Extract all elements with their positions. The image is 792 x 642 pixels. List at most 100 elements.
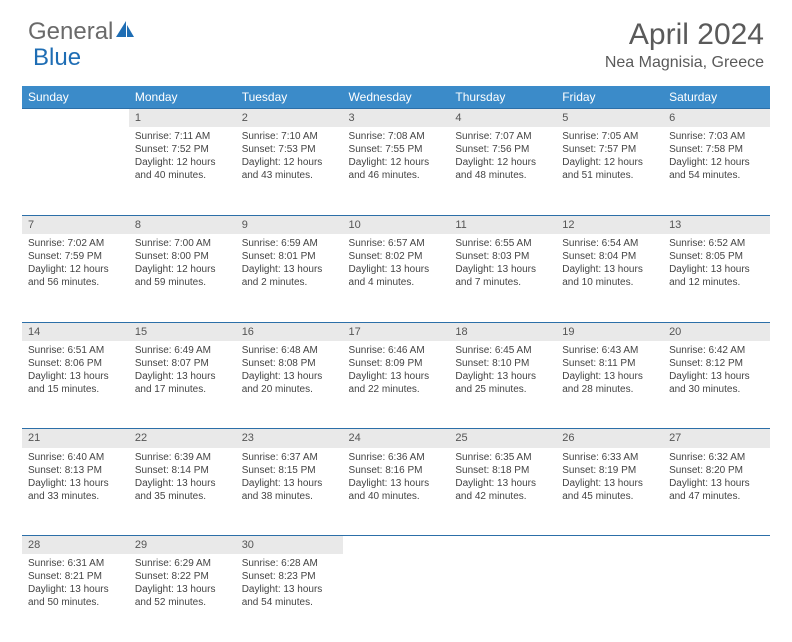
daylight-text: Daylight: 13 hours — [135, 583, 230, 596]
daylight-text: Daylight: 13 hours — [669, 263, 764, 276]
sunrise-text: Sunrise: 6:42 AM — [669, 344, 764, 357]
day-number: 16 — [242, 326, 254, 338]
day-number-cell — [449, 536, 556, 555]
calendar-table: Sunday Monday Tuesday Wednesday Thursday… — [22, 86, 770, 642]
daylight-text: Daylight: 13 hours — [455, 370, 550, 383]
sunrise-text: Sunrise: 7:02 AM — [28, 237, 123, 250]
sunset-text: Sunset: 8:22 PM — [135, 570, 230, 583]
sunrise-text: Sunrise: 6:40 AM — [28, 451, 123, 464]
sunrise-text: Sunrise: 6:43 AM — [562, 344, 657, 357]
sunrise-text: Sunrise: 6:33 AM — [562, 451, 657, 464]
day-details-cell — [556, 554, 663, 642]
logo-sail-icon — [114, 18, 136, 46]
daylight-text: and 20 minutes. — [242, 383, 337, 396]
details-row: Sunrise: 7:11 AMSunset: 7:52 PMDaylight:… — [22, 127, 770, 215]
daylight-text: Daylight: 12 hours — [455, 156, 550, 169]
daylight-text: and 12 minutes. — [669, 276, 764, 289]
day-number-cell: 22 — [129, 429, 236, 448]
sunrise-text: Sunrise: 6:46 AM — [349, 344, 444, 357]
daylight-text: and 45 minutes. — [562, 490, 657, 503]
logo-text-general: General — [28, 18, 113, 46]
daylight-text: and 22 minutes. — [349, 383, 444, 396]
daynum-row: 78910111213 — [22, 215, 770, 234]
daylight-text: and 40 minutes. — [135, 169, 230, 182]
daynum-row: 14151617181920 — [22, 322, 770, 341]
day-number-cell: 24 — [343, 429, 450, 448]
weekday-header: Wednesday — [343, 86, 450, 109]
sunrise-text: Sunrise: 6:35 AM — [455, 451, 550, 464]
day-details-cell: Sunrise: 6:48 AMSunset: 8:08 PMDaylight:… — [236, 341, 343, 429]
daylight-text: and 54 minutes. — [242, 596, 337, 609]
sunset-text: Sunset: 7:53 PM — [242, 143, 337, 156]
daylight-text: Daylight: 13 hours — [28, 370, 123, 383]
day-number: 25 — [455, 432, 467, 444]
day-number: 29 — [135, 539, 147, 551]
day-number: 8 — [135, 219, 141, 231]
day-number-cell — [343, 536, 450, 555]
daylight-text: and 43 minutes. — [242, 169, 337, 182]
day-number-cell: 12 — [556, 215, 663, 234]
logo-text-blue: Blue — [33, 44, 81, 72]
sunrise-text: Sunrise: 7:03 AM — [669, 130, 764, 143]
day-details-cell: Sunrise: 6:32 AMSunset: 8:20 PMDaylight:… — [663, 448, 770, 536]
day-number-cell: 26 — [556, 429, 663, 448]
daylight-text: Daylight: 13 hours — [28, 477, 123, 490]
sunrise-text: Sunrise: 6:54 AM — [562, 237, 657, 250]
details-row: Sunrise: 7:02 AMSunset: 7:59 PMDaylight:… — [22, 234, 770, 322]
sunrise-text: Sunrise: 6:39 AM — [135, 451, 230, 464]
sunrise-text: Sunrise: 6:37 AM — [242, 451, 337, 464]
sunrise-text: Sunrise: 6:29 AM — [135, 557, 230, 570]
daylight-text: Daylight: 13 hours — [135, 477, 230, 490]
daylight-text: and 15 minutes. — [28, 383, 123, 396]
day-details-cell — [22, 127, 129, 215]
daylight-text: and 59 minutes. — [135, 276, 230, 289]
sunset-text: Sunset: 8:23 PM — [242, 570, 337, 583]
day-number-cell: 25 — [449, 429, 556, 448]
day-number: 21 — [28, 432, 40, 444]
day-number: 4 — [455, 112, 461, 124]
sunset-text: Sunset: 8:15 PM — [242, 464, 337, 477]
daynum-row: 28 29 30 — [22, 536, 770, 555]
sunset-text: Sunset: 8:16 PM — [349, 464, 444, 477]
sunset-text: Sunset: 7:55 PM — [349, 143, 444, 156]
sunset-text: Sunset: 8:03 PM — [455, 250, 550, 263]
daylight-text: Daylight: 12 hours — [242, 156, 337, 169]
daylight-text: and 17 minutes. — [135, 383, 230, 396]
day-number-cell — [663, 536, 770, 555]
daylight-text: Daylight: 13 hours — [135, 370, 230, 383]
daylight-text: and 40 minutes. — [349, 490, 444, 503]
daylight-text: Daylight: 13 hours — [562, 263, 657, 276]
month-title: April 2024 — [605, 18, 764, 52]
day-details-cell: Sunrise: 7:11 AMSunset: 7:52 PMDaylight:… — [129, 127, 236, 215]
sunset-text: Sunset: 8:00 PM — [135, 250, 230, 263]
day-number: 28 — [28, 539, 40, 551]
sunrise-text: Sunrise: 6:45 AM — [455, 344, 550, 357]
daylight-text: Daylight: 13 hours — [349, 370, 444, 383]
day-number-cell: 28 — [22, 536, 129, 555]
title-block: April 2024 Nea Magnisia, Greece — [605, 18, 764, 72]
day-number-cell: 19 — [556, 322, 663, 341]
day-number-cell: 7 — [22, 215, 129, 234]
daylight-text: and 47 minutes. — [669, 490, 764, 503]
weekday-header: Saturday — [663, 86, 770, 109]
day-number: 14 — [28, 326, 40, 338]
daylight-text: Daylight: 13 hours — [242, 263, 337, 276]
day-details-cell: Sunrise: 6:31 AMSunset: 8:21 PMDaylight:… — [22, 554, 129, 642]
sunrise-text: Sunrise: 6:28 AM — [242, 557, 337, 570]
day-details-cell: Sunrise: 7:00 AMSunset: 8:00 PMDaylight:… — [129, 234, 236, 322]
day-details-cell — [343, 554, 450, 642]
day-details-cell: Sunrise: 6:57 AMSunset: 8:02 PMDaylight:… — [343, 234, 450, 322]
sunrise-text: Sunrise: 6:36 AM — [349, 451, 444, 464]
day-number: 18 — [455, 326, 467, 338]
day-number-cell: 30 — [236, 536, 343, 555]
day-number: 19 — [562, 326, 574, 338]
daylight-text: Daylight: 12 hours — [135, 156, 230, 169]
sunset-text: Sunset: 8:13 PM — [28, 464, 123, 477]
daylight-text: and 52 minutes. — [135, 596, 230, 609]
day-number: 26 — [562, 432, 574, 444]
daylight-text: Daylight: 12 hours — [135, 263, 230, 276]
day-number: 1 — [135, 112, 141, 124]
sunset-text: Sunset: 8:18 PM — [455, 464, 550, 477]
sunrise-text: Sunrise: 6:52 AM — [669, 237, 764, 250]
sunrise-text: Sunrise: 6:55 AM — [455, 237, 550, 250]
